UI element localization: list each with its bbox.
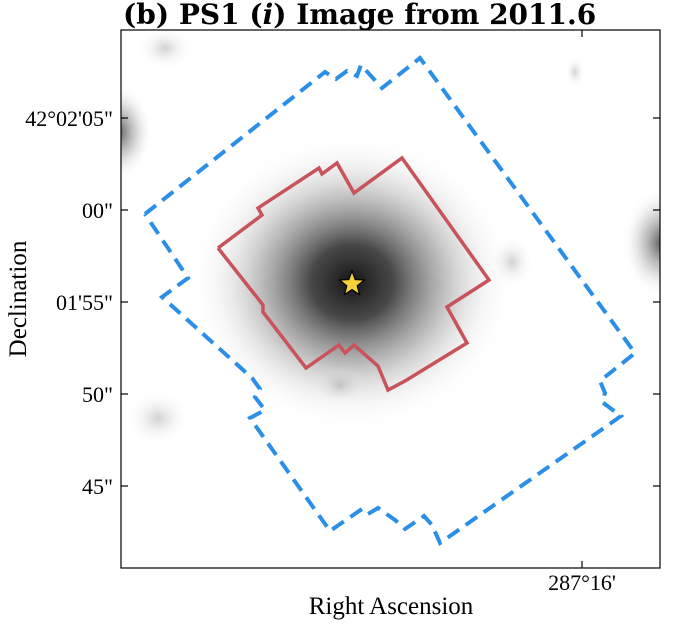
- x-axis-label: Right Ascension: [309, 593, 474, 620]
- y-tick-label: 01'55": [56, 290, 113, 315]
- axis-ticks: [121, 30, 660, 568]
- y-tick-label: 45": [82, 474, 113, 499]
- y-tick-label: 42°02'05": [25, 106, 113, 131]
- outer-region-outline: [143, 55, 638, 547]
- y-tick-label: 50": [82, 382, 113, 407]
- plot-frame: [120, 29, 661, 569]
- left-source-blob: [121, 84, 153, 180]
- figure-title: (b) PS1 (i) Image from 2011.6: [123, 0, 596, 31]
- top-right-faint-blob: [565, 56, 585, 88]
- inner-region-outline: [216, 155, 492, 393]
- y-tick-label: 00": [82, 198, 113, 223]
- image-panel: [121, 30, 660, 568]
- right-source-blob: [622, 188, 660, 298]
- lower-center-faint-blob: [314, 365, 366, 405]
- top-left-faint-blob: [137, 30, 193, 70]
- center-right-faint-blob: [490, 236, 534, 288]
- star-icon: [337, 269, 367, 296]
- lower-left-faint-blob: [126, 390, 190, 446]
- y-axis-label: Declination: [5, 240, 32, 357]
- x-tick-label: 287°16': [548, 570, 616, 595]
